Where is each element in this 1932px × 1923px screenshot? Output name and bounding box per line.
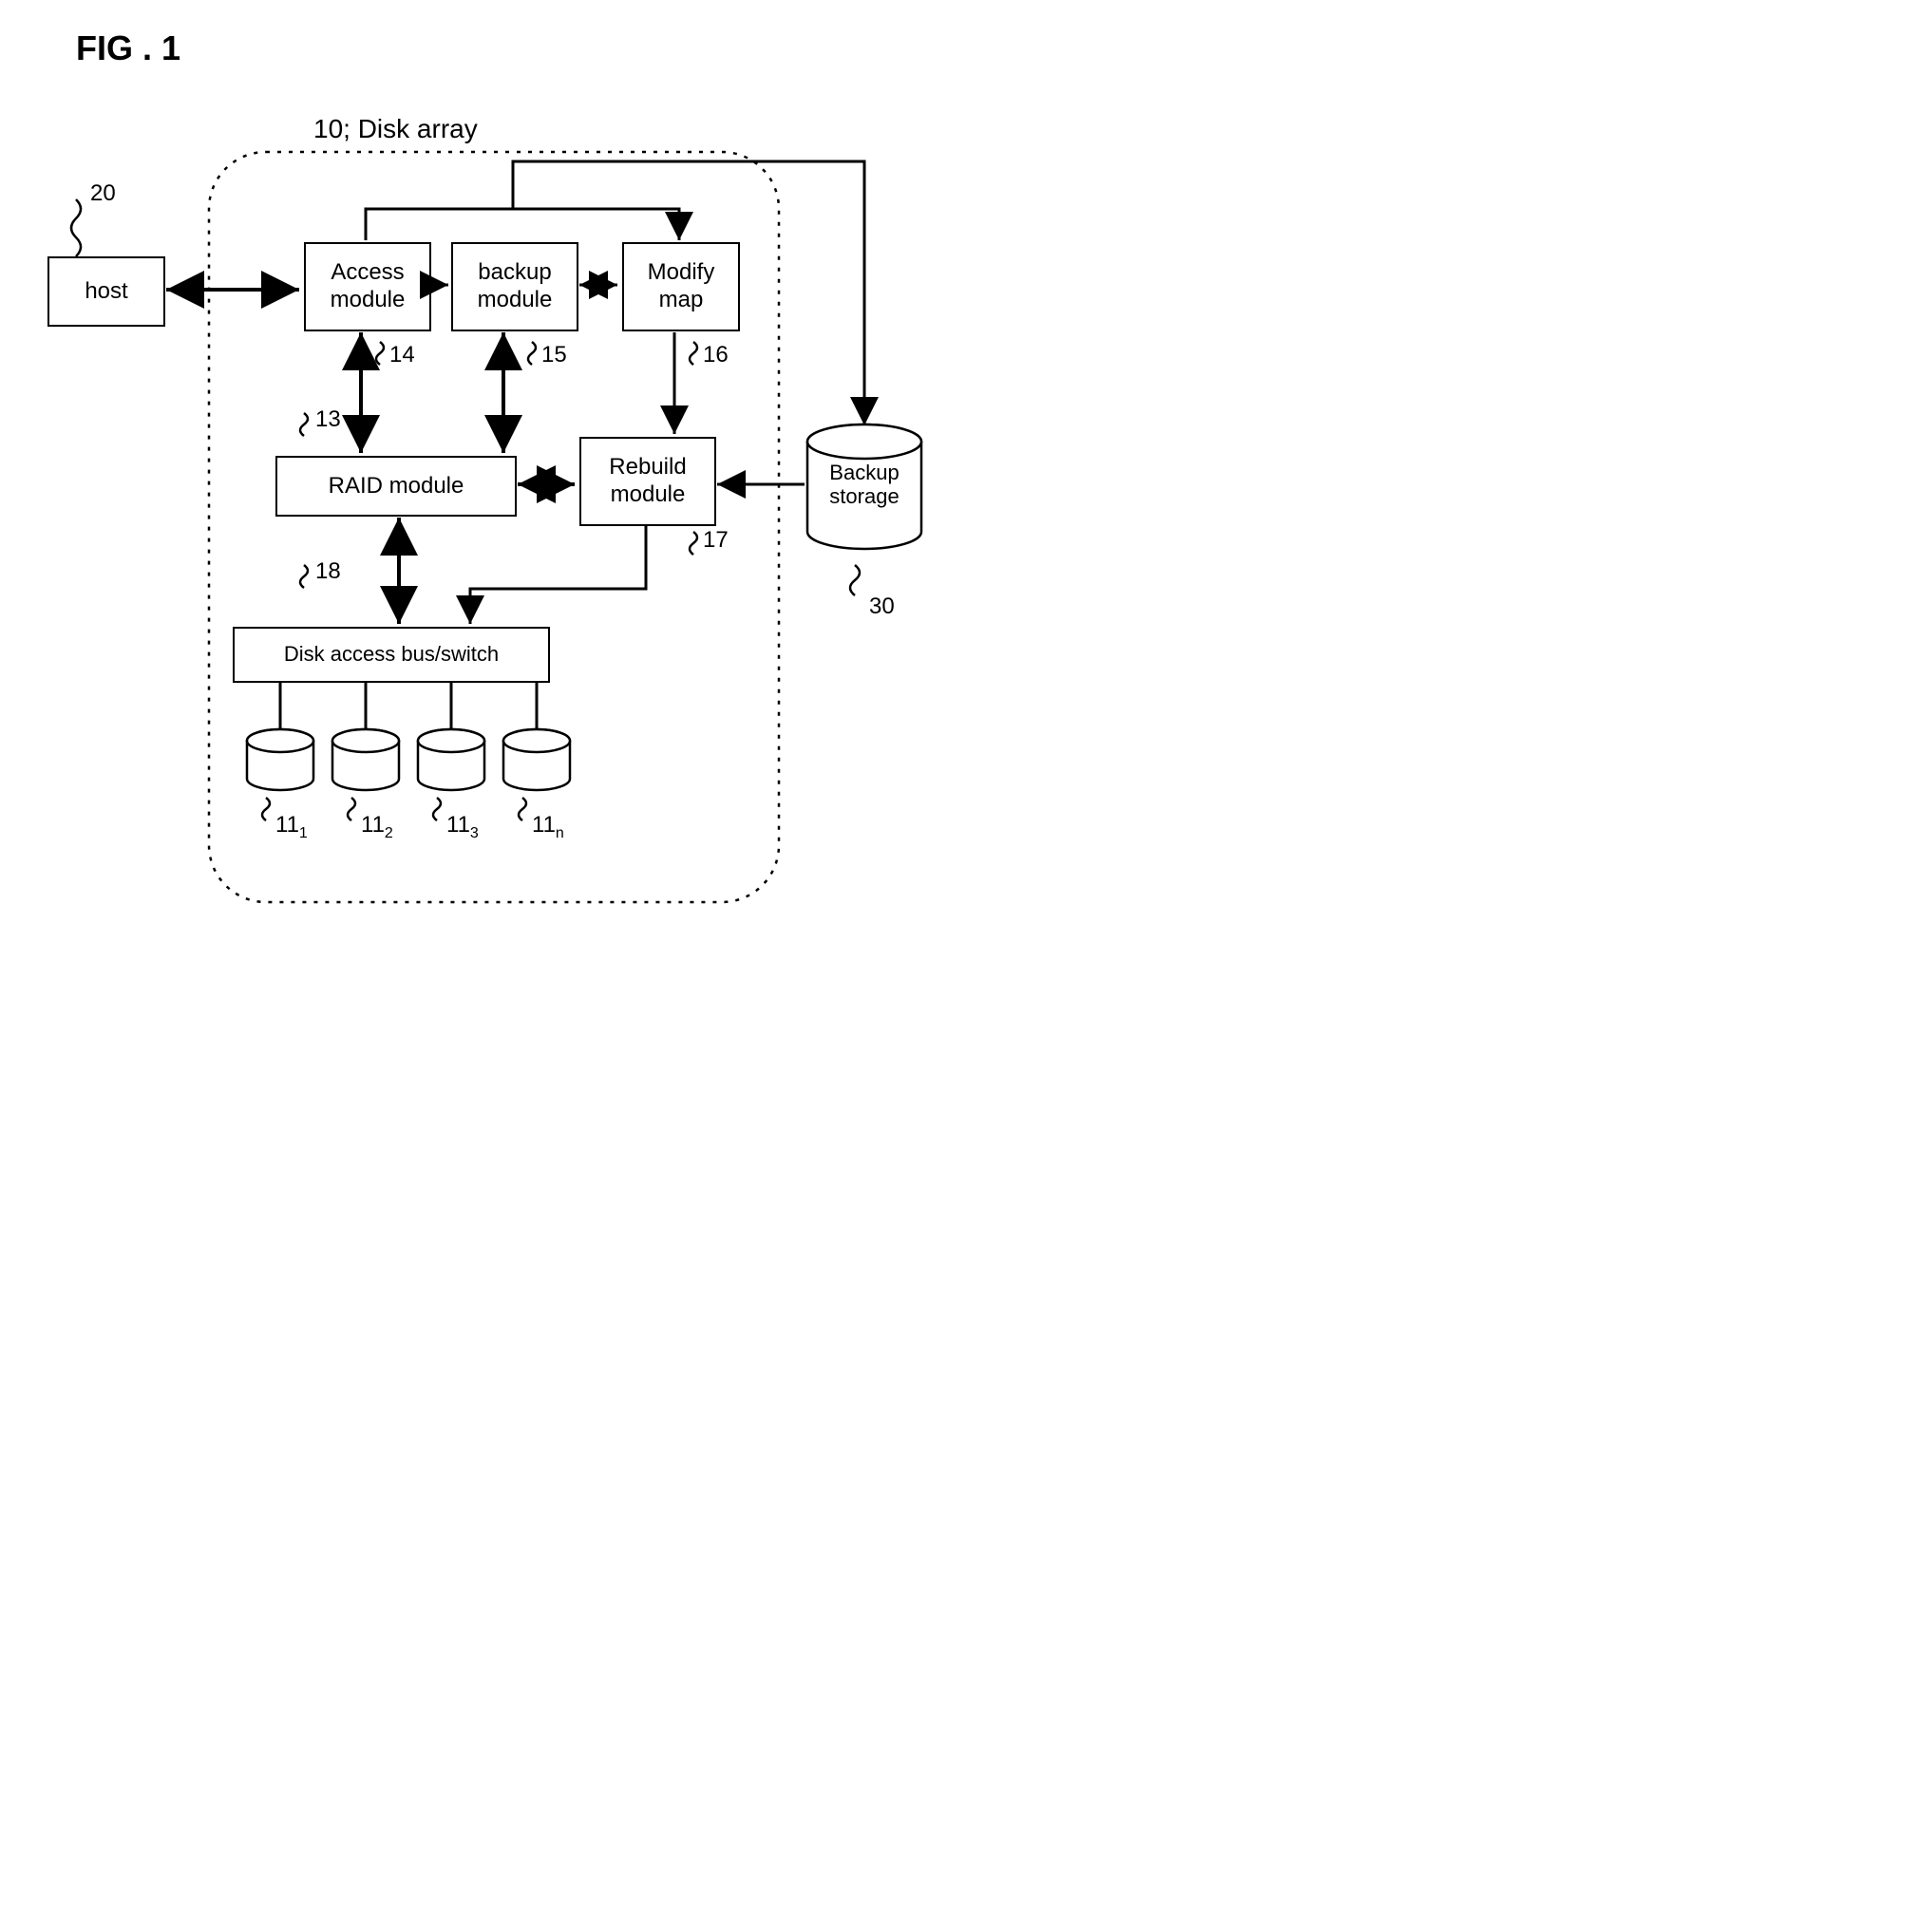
backup-module-box: backup module bbox=[451, 242, 578, 331]
access-module-label: Access module bbox=[331, 259, 406, 314]
ref-rebuild: 17 bbox=[703, 527, 729, 554]
raid-module-box: RAID module bbox=[275, 456, 517, 517]
disk-access-box: Disk access bus/switch bbox=[233, 627, 550, 683]
ref-disk-3: 113 bbox=[446, 812, 479, 842]
figure-container: FIG . 1 10; Disk array host Access modul… bbox=[19, 19, 950, 931]
host-box: host bbox=[47, 256, 165, 327]
ref-host: 20 bbox=[90, 180, 116, 207]
svg-text:Backup: Backup bbox=[829, 461, 899, 484]
ref-modify: 16 bbox=[703, 342, 729, 368]
disk-3 bbox=[418, 729, 484, 790]
modify-map-label: Modify map bbox=[648, 259, 715, 314]
ref-backup: 15 bbox=[541, 342, 567, 368]
backup-module-label: backup module bbox=[478, 259, 553, 314]
rebuild-module-box: Rebuild module bbox=[579, 437, 716, 526]
access-module-box: Access module bbox=[304, 242, 431, 331]
ref-backup-storage: 30 bbox=[869, 594, 895, 620]
host-label: host bbox=[85, 278, 127, 306]
ref-disk-4: 11n bbox=[532, 812, 564, 842]
disk-access-label: Disk access bus/switch bbox=[284, 642, 499, 667]
raid-module-label: RAID module bbox=[329, 473, 464, 500]
ref-diskbus: 18 bbox=[315, 558, 341, 585]
rebuild-module-label: Rebuild module bbox=[609, 454, 686, 509]
disk-4 bbox=[503, 729, 570, 790]
figure-title: FIG . 1 bbox=[76, 28, 180, 68]
ref-access: 14 bbox=[389, 342, 415, 368]
modify-map-box: Modify map bbox=[622, 242, 740, 331]
ref-disk-2: 112 bbox=[361, 812, 393, 842]
svg-text:storage: storage bbox=[829, 484, 899, 508]
ref-raid: 13 bbox=[315, 406, 341, 433]
disk-1 bbox=[247, 729, 313, 790]
disk-array-label: 10; Disk array bbox=[313, 114, 478, 144]
disk-2 bbox=[332, 729, 399, 790]
ref-disk-1: 111 bbox=[275, 812, 308, 842]
